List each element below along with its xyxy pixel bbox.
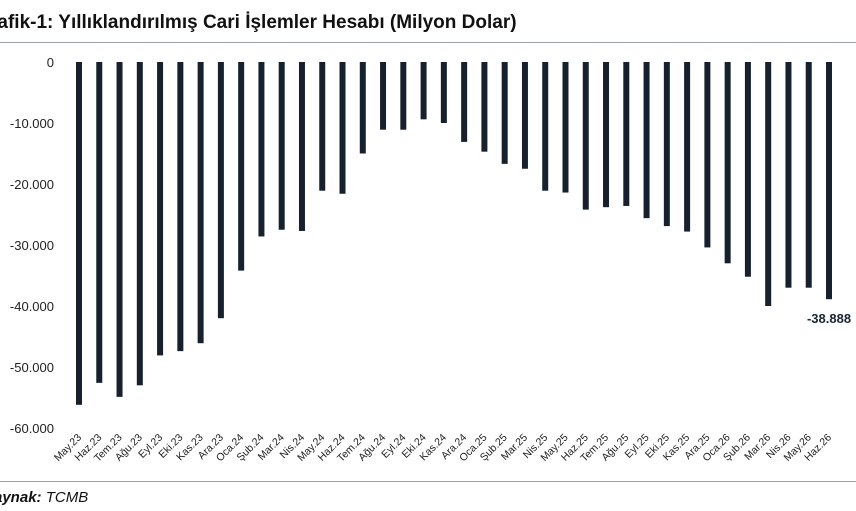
bar [684,62,691,232]
bar [116,62,123,397]
bar [765,62,772,306]
bar [136,62,143,386]
bar [582,62,589,210]
footer-divider [0,481,856,482]
x-axis-ticks: May.23Haz.23Tem.23Ağu.23Eyl.23Eki.23Kas.… [52,432,834,465]
data-labels: -38.888 [807,311,851,326]
bar [785,62,792,288]
bar [562,62,569,193]
bar [278,62,285,230]
bar [461,62,468,142]
bar [501,62,508,164]
bar-series [76,62,832,405]
y-tick-label: -40.000 [10,299,54,314]
bar [319,62,326,191]
source-value: TCMB [41,489,89,506]
bar [643,62,650,219]
bar [339,62,346,194]
y-tick-label: -30.000 [10,238,54,253]
bar [826,62,832,300]
bar [542,62,549,191]
bar [217,62,224,319]
bar [96,62,103,383]
bar [76,62,82,405]
bar [623,62,630,206]
y-axis-ticks: 0 -10.000 -20.000 -30.000 -40.000 -50.000 -60.… [10,55,54,436]
bar [805,62,812,288]
chart-title: rafik-1: Yıllıklandırılmış Cari İşlemler… [0,12,517,33]
bar [197,62,204,344]
bar [400,62,407,130]
y-tick-label: -10.000 [10,116,54,131]
source-note: aynak: TCMB [0,489,88,506]
bar [177,62,184,352]
bar [258,62,265,237]
bar [521,62,528,169]
bar [440,62,447,123]
bar [359,62,366,154]
bar [157,62,164,356]
y-tick-label: -60.000 [10,421,54,436]
bar [380,62,387,130]
bar [238,62,245,271]
bar [420,62,427,120]
bar [704,62,711,248]
y-tick-label: -50.000 [10,360,54,375]
y-tick-label: 0 [47,55,54,70]
bar [603,62,610,208]
bar [724,62,731,264]
source-label: aynak: [0,489,42,506]
data-label: -38.888 [807,311,851,326]
y-tick-label: -20.000 [10,177,54,192]
bar [744,62,751,277]
bar [663,62,670,227]
bar [481,62,488,152]
title-divider [0,42,856,43]
bar [298,62,305,231]
